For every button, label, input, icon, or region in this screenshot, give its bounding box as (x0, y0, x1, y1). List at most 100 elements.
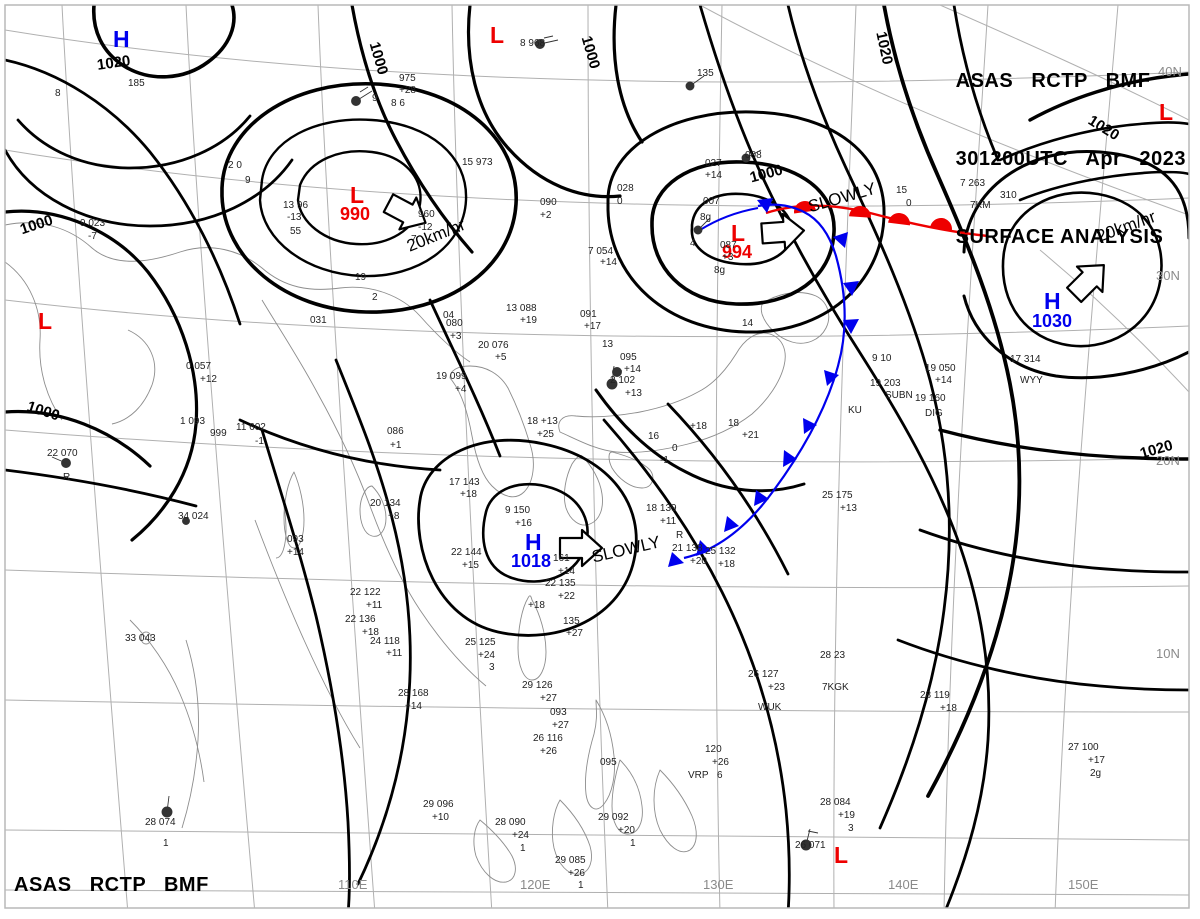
isobar-s-e (260, 428, 351, 908)
isobar-s-b (428, 298, 502, 458)
station-observation: +26 (712, 757, 729, 768)
warm-front (765, 201, 989, 238)
motion-arrows (382, 193, 1105, 568)
header-line-2: 301200UTC Apr 2023 (955, 148, 1186, 170)
isobar-1000-top-c (612, 5, 644, 144)
isobar-994 (258, 118, 468, 278)
occlusion-stub (699, 207, 759, 231)
station-observation: 095 (620, 352, 637, 363)
station-observation: +15 (462, 560, 479, 571)
isobar-high-inner (1001, 191, 1163, 348)
header-line-3: SURFACE ANALYSIS (955, 226, 1164, 248)
station-observation: +12 (200, 374, 217, 385)
station-observation: +19 (520, 315, 537, 326)
station-observation: 8 (55, 88, 61, 99)
station-observation: 7 054 (588, 246, 614, 257)
station-observation: +14 (287, 547, 304, 558)
station-observation: 28 119 (920, 690, 950, 701)
lon-label-150e: 150E (1068, 877, 1099, 892)
isobar-1020-right2 (918, 528, 1189, 574)
isobar-tl-a (91, 5, 236, 79)
station-observation: 8 968 (520, 38, 546, 49)
header-line-1: ASAS RCTP BMF (955, 70, 1151, 92)
station-observation: 28 084 (820, 797, 851, 808)
cold-front-barbs (668, 198, 859, 567)
cold-front (668, 198, 859, 567)
station-observation: +26 (568, 868, 585, 879)
station-observation: +18 (718, 559, 735, 570)
station-observation: 25 132 (705, 546, 736, 557)
station-observation: 007 (703, 196, 720, 207)
station-observation: 28 090 (495, 817, 526, 828)
station-observation: 15 973 (462, 157, 493, 168)
station-observation: 960 (418, 209, 435, 220)
low-990-letter: L (350, 182, 365, 208)
footer-title-block: ASAS RCTP BMF 301200UTC Apr 2023 SURFACE… (14, 820, 244, 919)
station-observation: 008 (745, 150, 762, 161)
station-observation: 7 263 (960, 178, 986, 189)
isobar-high-outer (962, 149, 1189, 254)
motion-arrow-high1030 (1065, 264, 1105, 304)
isobar-990-inner (296, 150, 422, 246)
station-observation: 28 168 (398, 688, 429, 699)
station-observation: 25 175 (822, 490, 853, 501)
footer-line-1: ASAS RCTP BMF (14, 874, 209, 896)
station-observation: 55 (290, 226, 302, 237)
station-observation: +13 (625, 388, 642, 399)
isobar-1000-left (5, 209, 199, 542)
station-observation: 22 144 (451, 547, 482, 558)
station-observation: +14 (624, 364, 641, 375)
station-observation: 095 (600, 757, 617, 768)
isobar-tl-b (16, 114, 252, 170)
station-observation: 20 076 (478, 340, 509, 351)
map-border (4, 4, 1190, 909)
isobar-high-outer2 (962, 294, 1189, 380)
station-observation: +3 (722, 252, 734, 263)
station-observation: SUBN (885, 390, 913, 401)
isobar-h1018-mid (417, 438, 638, 637)
station-observation: 7 (411, 234, 417, 245)
station-observation: 2 0 (228, 160, 242, 171)
station-observation: 086 (387, 426, 404, 437)
station-observation: 028 (617, 183, 634, 194)
station-observation: 18 (728, 418, 740, 429)
isobar-ridge-a (698, 5, 991, 908)
isobar-central-mid (650, 160, 836, 306)
station-observation: +20 (690, 556, 707, 567)
station-observation: 33 043 (125, 633, 156, 644)
station-observation: +27 (552, 720, 569, 731)
isobar-1000-top-a (350, 5, 474, 254)
station-observation: 999 (210, 428, 227, 439)
station-observation: 120 (705, 744, 722, 755)
isobar-1020-right (938, 428, 1189, 461)
station-observation: 3 (489, 662, 495, 673)
station-observation: 13 96 (283, 200, 309, 211)
station-observation: VRP (688, 770, 709, 781)
station-wind-barbs (51, 35, 819, 851)
station-observation: KU (848, 405, 862, 416)
station-observation: 080 (446, 318, 463, 329)
station-observation: 1 (630, 838, 636, 849)
isobar-s-a (334, 358, 412, 886)
station-observation: 22 136 (345, 614, 376, 625)
coastlines (5, 222, 830, 883)
station-observation: +26 (540, 746, 557, 757)
station-observation: 7KGK (822, 682, 849, 693)
station-observation: 29 096 (423, 799, 454, 810)
station-observation: +8 (388, 511, 400, 522)
station-observation: +21 (742, 430, 759, 441)
motion-arrow-low990 (382, 193, 427, 231)
station-observation: 9 023 (80, 218, 106, 229)
station-observation: 34 024 (178, 511, 209, 522)
station-observation: +16 (515, 518, 532, 529)
station-observation: +4 (455, 384, 467, 395)
station-observation: 9 (245, 175, 251, 186)
station-observation: 2 102 (610, 375, 636, 386)
motion-arrow-high1018 (558, 528, 604, 568)
isobar-rt-b (1018, 170, 1189, 202)
station-observation: +14 (600, 257, 617, 268)
station-observation: 16 (648, 431, 660, 442)
station-observation: 14 (742, 318, 754, 329)
